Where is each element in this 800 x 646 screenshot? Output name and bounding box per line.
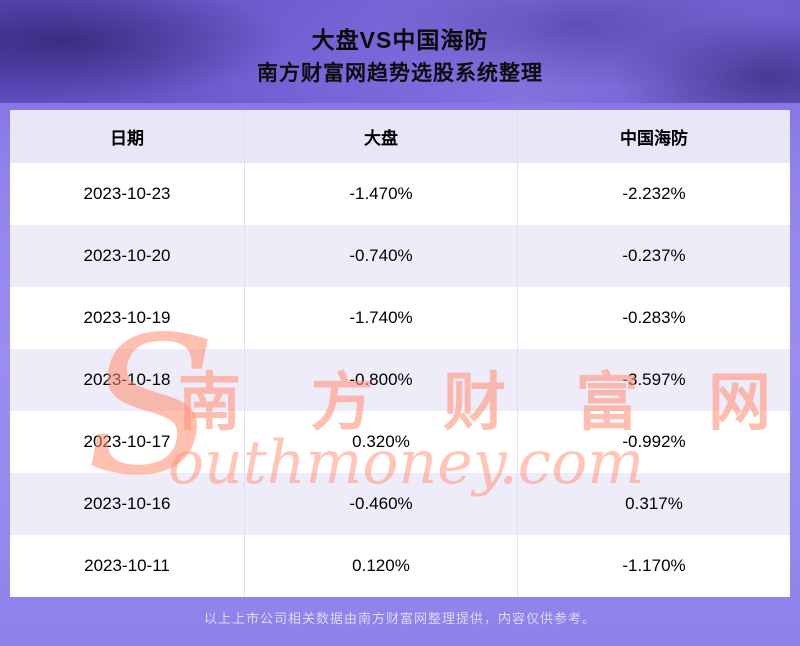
column-header-date: 日期 [110, 129, 144, 148]
cell-market: -1.740% [244, 287, 517, 349]
cell-date: 2023-10-16 [83, 494, 171, 513]
cell-date: 2023-10-11 [84, 556, 170, 575]
table-body: 2023-10-23 -1.470% -2.232% 2023-10-20 -0… [10, 163, 790, 597]
cell-stock: -0.283% [517, 287, 790, 349]
cell-market: -0.800% [244, 349, 517, 411]
column-header-stock: 中国海防 [517, 110, 790, 163]
cell-date: 2023-10-17 [83, 432, 171, 451]
cell-market: 0.320% [244, 411, 517, 473]
cell-stock: -2.232% [517, 163, 790, 225]
cell-market: -1.470% [244, 163, 517, 225]
cell-date: 2023-10-23 [83, 184, 171, 203]
page-title: 大盘VS中国海防 [311, 27, 489, 53]
cell-stock: -0.237% [517, 225, 790, 287]
banner-background [0, 0, 800, 103]
column-header-market: 大盘 [244, 110, 517, 163]
cell-market: -0.740% [244, 225, 517, 287]
footer-note: 以上上市公司相关数据由南方财富网整理提供，内容仅供参考。 [203, 611, 596, 626]
cell-market: -0.460% [244, 473, 517, 535]
page-subtitle: 南方财富网趋势选股系统整理 [257, 62, 543, 85]
table-row: 2023-10-17 0.320% -0.992% [10, 411, 790, 473]
cell-stock: 0.317% [517, 473, 790, 535]
cell-stock: -3.597% [517, 349, 790, 411]
cell-stock: -1.170% [517, 535, 790, 597]
table-row: 2023-10-16 -0.460% 0.317% [10, 473, 790, 535]
table-row: 2023-10-11 0.120% -1.170% [10, 535, 790, 597]
cell-stock: -0.992% [517, 411, 790, 473]
table-row: 2023-10-19 -1.740% -0.283% [10, 287, 790, 349]
cell-date: 2023-10-20 [83, 246, 171, 265]
table-row: 2023-10-20 -0.740% -0.237% [10, 225, 790, 287]
table-header-row: 日期 大盘 中国海防 [10, 110, 790, 163]
table-row: 2023-10-23 -1.470% -2.232% [10, 163, 790, 225]
cell-market: 0.120% [244, 535, 517, 597]
cell-date: 2023-10-18 [83, 370, 171, 389]
data-table: 日期 大盘 中国海防 2023-10-23 -1.470% -2.232% 20… [10, 110, 790, 597]
cell-date: 2023-10-19 [83, 308, 171, 327]
table-row: 2023-10-18 -0.800% -3.597% [10, 349, 790, 411]
